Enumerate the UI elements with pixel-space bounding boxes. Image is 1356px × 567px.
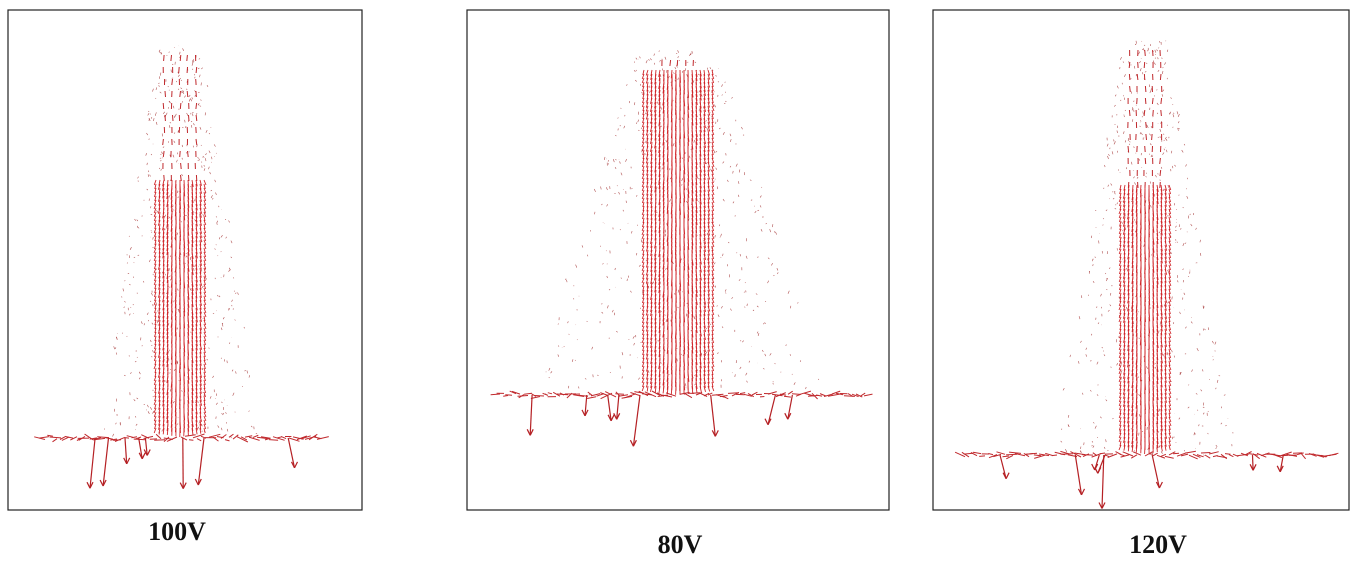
flow-vector [677,60,678,66]
flow-vector [1128,146,1129,152]
flow-vector [1145,50,1146,56]
flow-vector [1115,124,1116,125]
flow-vector [1129,62,1130,68]
flow-vector [146,410,147,411]
flow-vector [792,374,793,375]
flow-vector [1082,455,1093,456]
figure: 100V 80V 120V [0,0,1356,567]
flow-vector [180,103,181,109]
flow-vector [660,62,661,63]
flow-vector [180,151,181,157]
flow-vector [1153,110,1154,116]
flow-vector [518,396,529,397]
flow-vector [1061,454,1073,455]
flow-vector [187,55,188,61]
flow-vector [163,103,164,109]
flow-vector [1160,158,1161,164]
flow-vector [1161,110,1162,116]
background [0,0,1356,567]
flow-vector [1130,86,1131,92]
flow-vector [196,115,197,121]
flow-vector [185,263,186,264]
flow-vector [1159,48,1160,49]
flow-vector [180,91,181,97]
flow-vector [1052,455,1057,456]
flow-vector [163,139,164,145]
flow-vector [165,91,166,97]
flow-vector [569,334,570,335]
flow-vector [179,67,180,73]
flow-vector [1129,74,1130,80]
flow-vector [1145,86,1146,92]
flow-vector [242,386,243,387]
flow-vector [667,386,668,394]
flow-vector [1197,263,1198,264]
flow-vector [196,91,197,97]
flow-vector [188,151,189,157]
flow-vector [1137,74,1138,80]
flow-vector [617,185,618,186]
flow-vector [1144,110,1145,116]
flow-vector [1160,182,1161,188]
flow-vector [196,103,197,109]
flow-vector [1131,288,1132,289]
flow-vector [1006,454,1017,455]
flow-vector [1146,122,1147,128]
flow-vector [491,394,500,395]
flow-vector [688,62,689,63]
flow-vector [1161,98,1162,104]
flow-vector [535,396,544,397]
flow-vector [1122,231,1123,232]
flow-vector [1145,146,1146,152]
flow-vector [505,395,512,396]
flow-vector [979,456,985,457]
flow-vector [1145,98,1146,104]
flow-vector [1145,158,1146,164]
flow-vector [1152,134,1153,140]
flow-vector [189,115,190,121]
flow-vector [181,163,182,169]
flow-vector [190,332,191,333]
flow-vector [172,79,173,85]
flow-vector [1189,385,1190,386]
flow-vector [670,60,671,66]
flow-vector [203,318,204,319]
flow-vector [1160,74,1161,80]
flow-vector [171,55,172,61]
flow-vector [792,394,800,395]
flow-vector [196,67,197,73]
flow-vector [1146,134,1147,140]
flow-vector [1160,170,1161,176]
flow-vector [193,223,194,224]
flow-vector [1149,454,1153,455]
flow-vector [1144,62,1145,68]
flow-vector [154,440,165,441]
page: {"panels": [{"label": "100V"}, {"label":… [0,0,1356,567]
flow-vector [180,55,181,61]
flow-vector [1129,110,1130,116]
flow-vector [1152,98,1153,104]
flow-vector [269,440,278,441]
flow-vector [187,91,188,97]
flow-vector [164,55,165,61]
flow-vector [203,392,204,393]
flow-vector [692,393,700,394]
flow-vector [173,115,174,121]
